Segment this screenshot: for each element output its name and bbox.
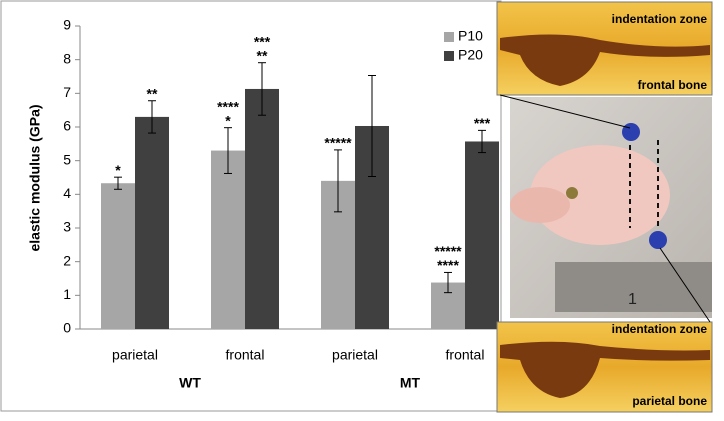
significance-label: *****	[434, 243, 462, 259]
plot: 0123456789parietal***frontal**********pa…	[63, 17, 510, 391]
significance-label: ****	[437, 257, 459, 273]
y-tick-label: 0	[63, 320, 71, 336]
group-label: MT	[400, 375, 421, 391]
significance-label: **	[257, 47, 268, 63]
inset-label: parietal bone	[632, 394, 707, 408]
significance-label: *	[225, 112, 231, 128]
inset-label: indentation zone	[612, 322, 708, 336]
inset-label: frontal bone	[638, 78, 708, 92]
y-tick-label: 4	[63, 185, 71, 201]
bone-section	[500, 341, 710, 398]
significance-label: ****	[217, 98, 239, 114]
leader-line	[659, 247, 711, 323]
significance-label: ***	[474, 115, 491, 131]
bone-section	[500, 34, 710, 86]
bar	[135, 116, 169, 330]
snout	[510, 187, 570, 223]
legend-swatch	[444, 51, 454, 61]
legend-swatch	[444, 32, 454, 42]
legend-label: P20	[458, 47, 483, 63]
significance-label: **	[147, 85, 158, 101]
y-tick-label: 8	[63, 50, 71, 66]
insets: 1 indentation zone frontal bone indentat…	[496, 1, 713, 413]
y-tick-label: 2	[63, 252, 71, 268]
bar	[101, 183, 135, 329]
y-tick-label: 1	[63, 286, 71, 302]
pin	[622, 123, 640, 141]
significance-label: *	[115, 162, 121, 178]
marker	[566, 187, 578, 199]
skull	[530, 145, 670, 245]
y-tick-label: 9	[63, 17, 71, 33]
group-label: WT	[179, 375, 201, 391]
y-tick-label: 7	[63, 84, 71, 100]
legend-label: P10	[458, 28, 483, 44]
leader-line	[499, 94, 631, 129]
ruler-label: 1	[628, 291, 637, 308]
y-tick-label: 6	[63, 118, 71, 134]
x-tick-label: parietal	[112, 347, 158, 363]
x-tick-label: frontal	[446, 347, 485, 363]
y-tick-label: 3	[63, 219, 71, 235]
inset-label: indentation zone	[612, 12, 708, 26]
bar	[211, 150, 245, 329]
significance-label: ***	[254, 33, 271, 49]
y-axis-label: elastic modulus (GPa)	[27, 104, 43, 251]
pin	[649, 231, 667, 249]
y-tick-label: 5	[63, 151, 71, 167]
x-tick-label: frontal	[226, 347, 265, 363]
x-tick-label: parietal	[332, 347, 378, 363]
significance-label: *****	[324, 135, 352, 151]
bar	[465, 141, 499, 329]
bar	[245, 88, 279, 329]
